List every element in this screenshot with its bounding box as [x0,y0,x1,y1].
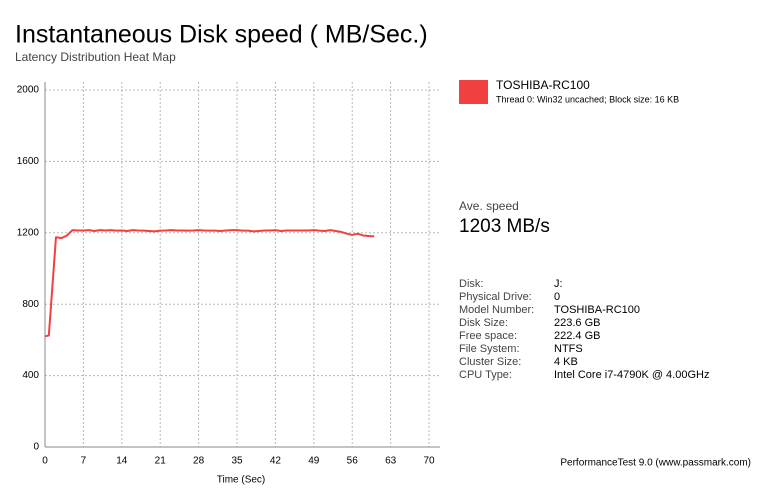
detail-label: Model Number: [459,304,534,316]
summary-value: 1203 MB/s [459,216,550,237]
detail-value: Intel Core i7-4790K @ 4.00GHz [554,369,709,381]
x-tick-label: 70 [423,456,435,467]
y-tick-label: 1200 [17,227,40,238]
x-tick-label: 63 [385,456,397,467]
legend-swatch [459,80,488,104]
x-tick-label: 28 [193,456,205,467]
detail-label: File System: [459,343,520,355]
detail-value: TOSHIBA-RC100 [554,304,640,316]
x-tick-label: 21 [155,456,167,467]
detail-value: 222.4 GB [554,330,600,342]
x-tick-label: 7 [81,456,87,467]
chart-subtitle: Latency Distribution Heat Map [15,50,176,64]
detail-value: 0 [554,291,560,303]
detail-label: CPU Type: [459,369,512,381]
x-tick-label: 56 [347,456,359,467]
line-series [44,229,375,338]
detail-value: 4 KB [554,356,578,368]
x-axis-label: Time (Sec) [217,475,266,486]
x-tick-label: 49 [308,456,320,467]
detail-value: NTFS [554,343,583,355]
summary-label: Ave. speed [459,199,519,213]
detail-label: Free space: [459,330,517,342]
x-tick-label: 42 [270,456,282,467]
y-tick-label: 400 [22,370,39,381]
x-tick-label: 14 [116,456,128,467]
x-tick-label: 0 [42,456,48,467]
y-tick-label: 800 [22,299,39,310]
y-tick-label: 1600 [17,156,40,167]
detail-value: J: [554,278,563,290]
legend-label: TOSHIBA-RC100 [496,78,590,92]
detail-label: Disk Size: [459,317,508,329]
detail-value: 223.6 GB [554,317,600,329]
detail-label: Physical Drive: [459,291,532,303]
chart-title: Instantaneous Disk speed ( MB/Sec.) [15,21,428,49]
detail-label: Disk: [459,278,483,290]
x-tick-label: 35 [231,456,243,467]
footer: PerformanceTest 9.0 (www.passmark.com) [560,458,751,469]
y-tick-label: 0 [33,442,39,453]
legend-description: Thread 0: Win32 uncached; Block size: 16… [496,94,679,104]
y-tick-label: 2000 [17,85,40,96]
detail-label: Cluster Size: [459,356,521,368]
